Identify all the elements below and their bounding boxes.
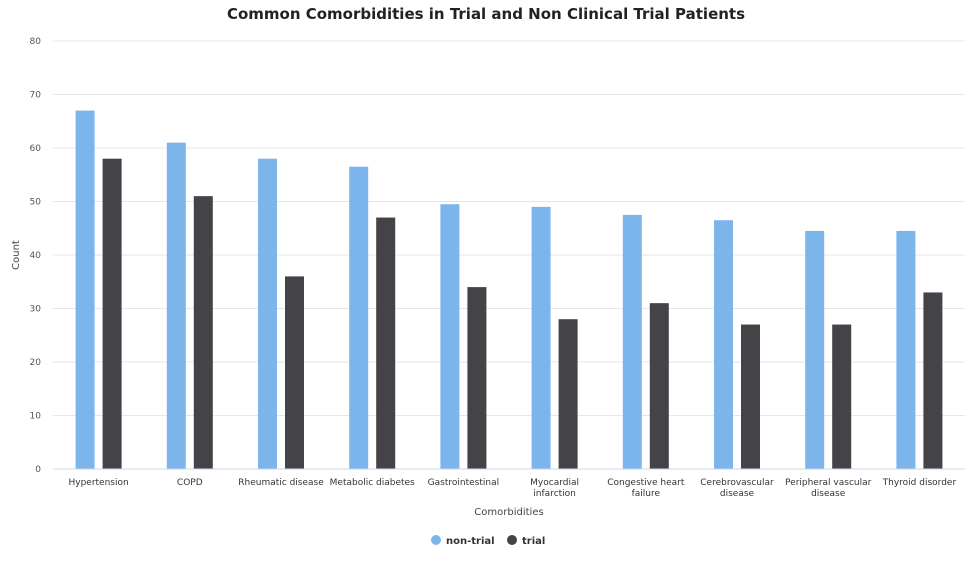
x-axis-label: Comorbidities [474, 507, 543, 518]
bars [75, 110, 943, 470]
chart-title: Common Comorbidities in Trial and Non Cl… [227, 5, 745, 23]
x-category-label-line: infarction [533, 489, 576, 499]
y-tick-label: 30 [30, 305, 42, 315]
x-category-label: Congestive heart failure [607, 478, 685, 499]
y-tick-label: 70 [30, 91, 42, 101]
x-category-label: Metabolic diabetes [330, 478, 415, 488]
y-tick-label: 50 [30, 198, 42, 208]
x-category-label-line: Cerebrovascular [700, 478, 774, 488]
x-category-label-line: Rheumatic disease [238, 478, 324, 488]
legend-item-trial[interactable]: trial [507, 535, 545, 547]
x-category-label: Thyroid disorder [882, 478, 957, 488]
x-category-label-line: COPD [177, 478, 203, 488]
x-category-label-line: Myocardial [530, 478, 579, 488]
x-category-label-line: Thyroid disorder [882, 478, 957, 488]
legend-item-non-trial[interactable]: non-trial [431, 535, 495, 547]
bar-non-trial-7[interactable] [714, 220, 733, 469]
y-axis-ticks: 0 10 20 30 40 50 60 70 80 [30, 37, 42, 475]
legend-marker [507, 535, 517, 545]
bar-non-trial-3[interactable] [349, 166, 369, 469]
x-category-label-line: Peripheral vascular [785, 478, 872, 488]
x-category-label: Peripheral vascular disease [785, 478, 872, 499]
x-category-label-line: Gastrointestinal [428, 478, 499, 488]
bar-trial-8[interactable] [832, 324, 852, 469]
bar-trial-0[interactable] [102, 158, 122, 469]
bar-trial-4[interactable] [467, 287, 487, 469]
legend-marker [431, 535, 441, 545]
bar-trial-1[interactable] [193, 196, 213, 469]
bar-non-trial-9[interactable] [896, 230, 916, 469]
x-category-label: COPD [177, 478, 203, 488]
x-category-label-line: Hypertension [68, 478, 128, 488]
x-category-label: Hypertension [68, 478, 128, 488]
bar-non-trial-4[interactable] [440, 204, 460, 470]
bar-trial-7[interactable] [741, 324, 760, 469]
legend-label: trial [522, 536, 545, 547]
y-tick-label: 20 [30, 358, 42, 368]
bar-non-trial-6[interactable] [622, 214, 642, 469]
grid-lines [53, 40, 965, 416]
x-category-label-line: disease [811, 489, 846, 499]
x-category-label-line: Congestive heart [607, 478, 685, 488]
bar-non-trial-0[interactable] [75, 110, 95, 470]
y-tick-label: 80 [30, 37, 42, 47]
bar-trial-2[interactable] [285, 276, 304, 469]
bar-non-trial-2[interactable] [258, 158, 277, 469]
bar-trial-5[interactable] [558, 319, 578, 469]
y-tick-label: 40 [30, 251, 42, 261]
y-axis-label: Count [11, 240, 22, 270]
y-tick-label: 60 [30, 144, 42, 154]
x-category-label-line: Metabolic diabetes [330, 478, 415, 488]
x-category-label: Gastrointestinal [428, 478, 499, 488]
legend: non-trial trial [431, 535, 545, 547]
bar-non-trial-1[interactable] [166, 142, 186, 469]
bar-trial-3[interactable] [376, 217, 396, 469]
bar-trial-9[interactable] [923, 292, 943, 469]
bar-non-trial-8[interactable] [805, 230, 825, 469]
x-category-label: Rheumatic disease [238, 478, 324, 488]
bar-trial-6[interactable] [649, 303, 669, 469]
y-tick-label: 0 [35, 465, 41, 475]
legend-label: non-trial [446, 536, 495, 547]
x-category-label-line: failure [632, 489, 661, 499]
x-category-label: Myocardial infarction [530, 478, 579, 499]
x-category-label-line: disease [720, 489, 755, 499]
x-category-label: Cerebrovascular disease [700, 478, 774, 499]
bar-non-trial-5[interactable] [531, 206, 551, 469]
y-tick-label: 10 [30, 412, 42, 422]
x-axis-category-labels: Hypertension COPD Rheumatic disease Metabol… [68, 478, 956, 499]
